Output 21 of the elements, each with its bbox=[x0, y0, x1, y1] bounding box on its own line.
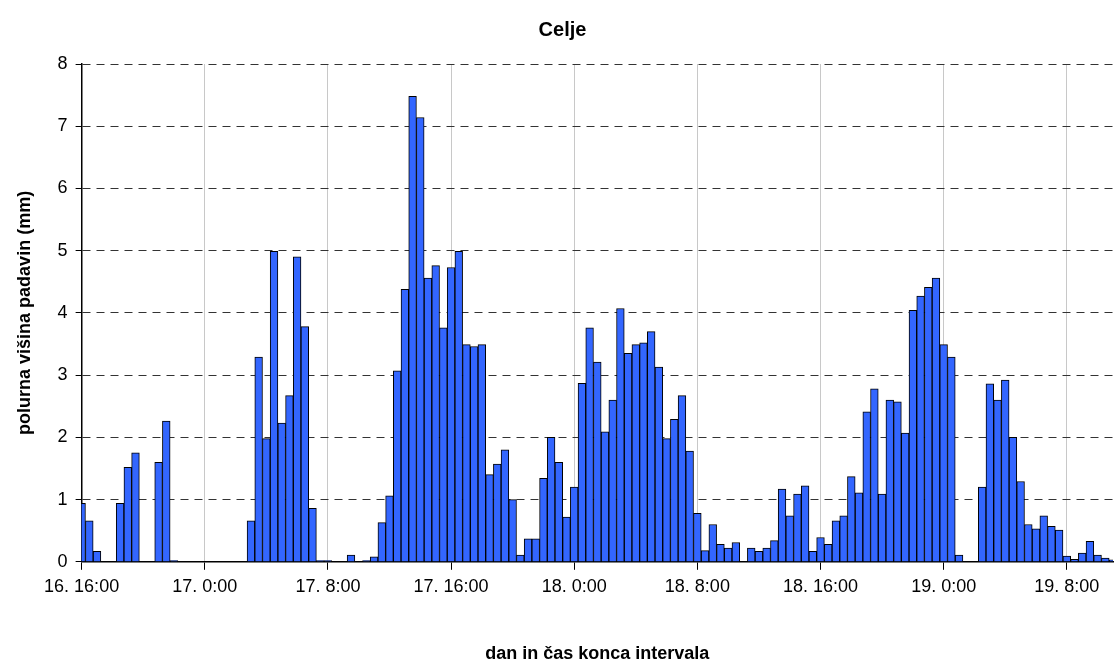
chart-title: Celje bbox=[538, 17, 587, 40]
x-tick-label: 19. 8:00 bbox=[1034, 575, 1100, 596]
x-tick-label: 17. 16:00 bbox=[413, 575, 489, 596]
y-tick-label: 6 bbox=[57, 177, 68, 198]
x-tick-label: 17. 8:00 bbox=[295, 575, 361, 596]
x-tick-label: 18. 8:00 bbox=[664, 575, 730, 596]
x-tick-label: 16. 16:00 bbox=[44, 575, 120, 596]
x-tick-label: 18. 0:00 bbox=[541, 575, 607, 596]
x-axis-title: dan in čas konca intervala bbox=[485, 643, 711, 664]
y-tick-label: 1 bbox=[57, 488, 68, 509]
y-tick-label: 0 bbox=[57, 550, 68, 571]
y-tick-label: 3 bbox=[57, 364, 68, 385]
y-tick-label: 7 bbox=[57, 115, 68, 136]
x-tick-label: 18. 16:00 bbox=[782, 575, 859, 596]
x-tick-label: 17. 0:00 bbox=[172, 575, 238, 596]
y-tick-label: 4 bbox=[57, 301, 68, 322]
x-tick-label: 19. 0:00 bbox=[911, 575, 977, 596]
y-tick-label: 8 bbox=[57, 52, 68, 73]
y-axis-title: polurna višina padavin (mm) bbox=[13, 190, 34, 435]
y-tick-label: 2 bbox=[57, 426, 68, 447]
y-tick-label: 5 bbox=[57, 239, 68, 260]
